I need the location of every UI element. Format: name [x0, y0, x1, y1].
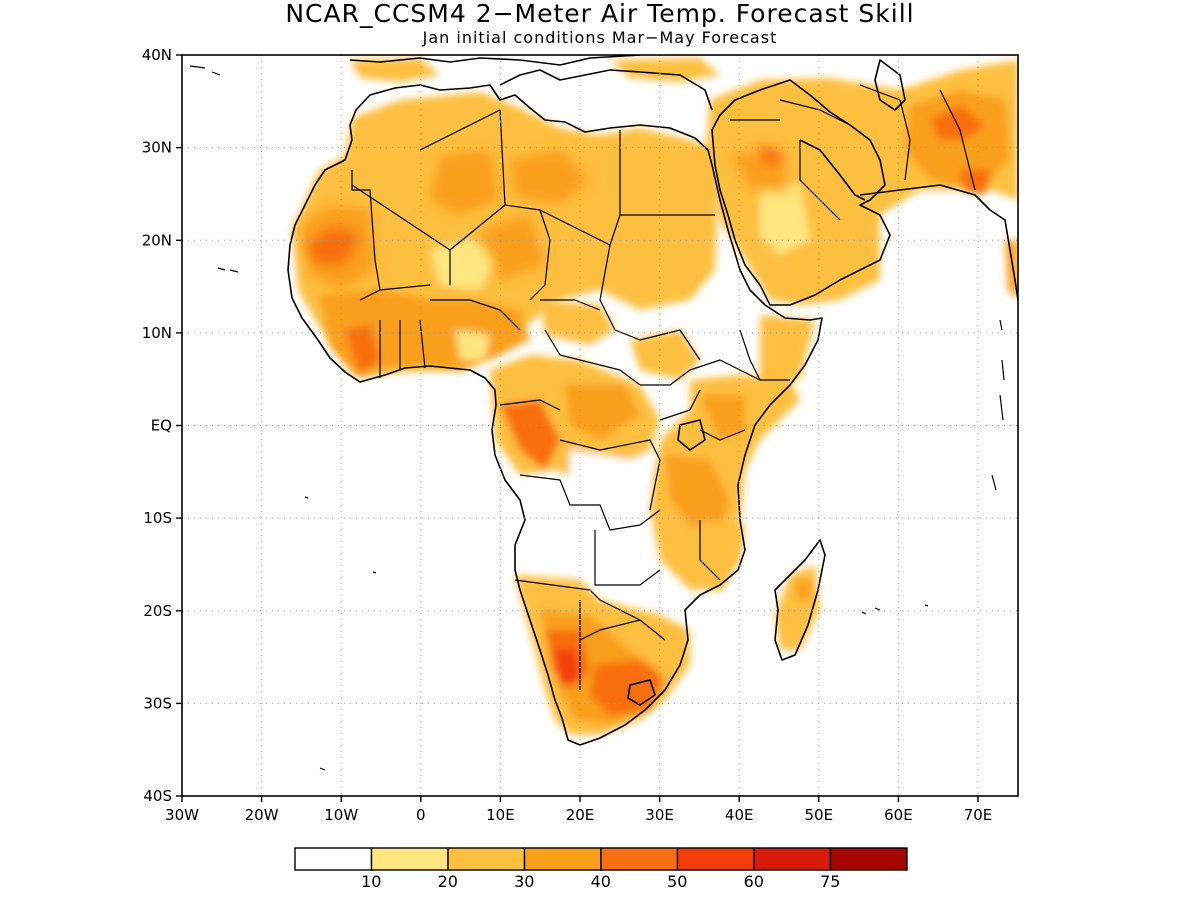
y-tick-labels: 40N 30N 20N 10N EQ 10S 20S 30S 40S [142, 46, 172, 805]
lesotho-border [627, 679, 656, 706]
x-tick-label: 70E [964, 806, 993, 824]
southern-africa-shading [515, 520, 745, 735]
skill-shading [292, 58, 1018, 735]
small-islands [189, 65, 1005, 771]
y-tick-label: 20N [142, 231, 172, 249]
x-tick-label: 40E [725, 806, 754, 824]
central-africa-shading [490, 300, 700, 520]
y-tick-label: 20S [143, 602, 172, 620]
x-tick-label: 20W [245, 806, 279, 824]
map-title: NCAR_CCSM4 2−Meter Air Temp. Forecast Sk… [285, 0, 915, 28]
x-tick-labels: 30W 20W 10W 0 10E 20E 30E 40E 50E 60E 70… [165, 806, 992, 824]
y-tick-label: 10N [142, 324, 172, 342]
x-tick-label: 60E [884, 806, 913, 824]
colorbar-label: 20 [438, 872, 458, 891]
colorbar-swatch [600, 847, 679, 871]
x-tick-label: 0 [416, 806, 426, 824]
x-tick-label: 30E [645, 806, 674, 824]
east-africa-shading [650, 315, 815, 590]
colorbar-label: 10 [361, 872, 381, 891]
colorbar-label: 30 [514, 872, 534, 891]
colorbar-label: 50 [667, 872, 687, 891]
colorbar-labels: 10 20 30 40 50 60 75 [361, 872, 840, 891]
y-tick-label: 40N [142, 46, 172, 64]
colorbar-swatch [829, 847, 908, 871]
y-tick-label: EQ [151, 417, 172, 435]
colorbar-swatch [370, 847, 449, 871]
country-borders [351, 84, 976, 690]
x-tick-label: 20E [566, 806, 595, 824]
mediterranean-coastline [499, 69, 713, 111]
arabia-coastline [711, 79, 891, 306]
colorbar: 10 20 30 40 50 60 75 [294, 847, 908, 891]
colorbar-swatch [753, 847, 832, 871]
colorbar-boxes [294, 847, 908, 871]
colorbar-swatch [447, 847, 526, 871]
colorbar-swatch [523, 847, 602, 871]
graticule [182, 55, 1018, 796]
x-tick-label: 30W [165, 806, 199, 824]
y-tick-label: 10S [143, 509, 172, 527]
africa-coastline [287, 84, 823, 746]
colorbar-label: 40 [591, 872, 611, 891]
lake-victoria [677, 419, 706, 451]
colorbar-swatch [676, 847, 755, 871]
persian-gulf-coastline [799, 139, 866, 201]
europe-coastline [349, 55, 641, 66]
x-tick-label: 10E [486, 806, 515, 824]
y-tick-label: 40S [143, 787, 172, 805]
y-tick-label: 30S [143, 694, 172, 712]
coastlines [189, 55, 1018, 771]
x-tick-label: 10W [324, 806, 358, 824]
map-subtitle: Jan initial conditions Mar−May Forecast [422, 28, 778, 47]
axis-ticks [176, 54, 979, 802]
colorbar-label: 60 [744, 872, 764, 891]
west-africa-shading [320, 290, 530, 375]
colorbar-label: 75 [820, 872, 840, 891]
x-tick-label: 50E [805, 806, 834, 824]
y-tick-label: 30N [142, 139, 172, 157]
colorbar-swatch [294, 847, 373, 871]
india-shading [960, 170, 1018, 300]
caspian-coastline [874, 59, 906, 111]
madagascar-shading [775, 565, 820, 650]
middle-east-shading [350, 58, 1018, 305]
sahara-shading [300, 145, 790, 290]
madagascar-coastline [774, 539, 826, 661]
iran-coastline [859, 184, 1018, 301]
